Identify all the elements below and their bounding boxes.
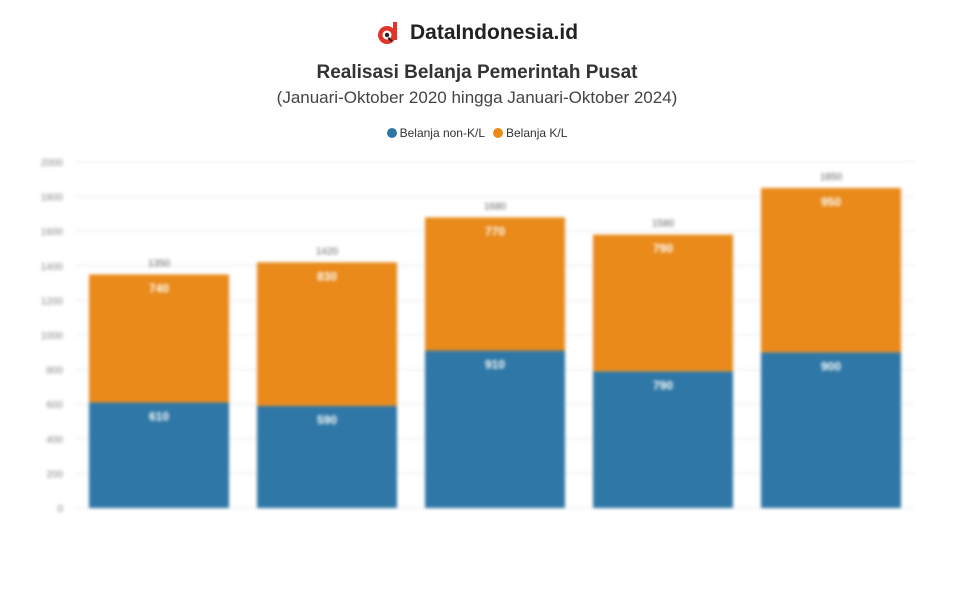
bar-value-label: 950 [821,195,841,209]
bar-total-label: 1580 [652,219,675,230]
bar-value-label: 900 [821,359,841,373]
bar-value-label: 790 [653,242,673,256]
bar-segment [425,217,565,351]
chart-title: Realisasi Belanja Pemerintah Pusat [316,62,638,83]
brand-header: DataIndonesia.id [0,20,954,46]
bar-total-label: 1420 [316,246,339,257]
bar-value-label: 740 [149,281,169,295]
bar-value-label: 610 [149,409,169,423]
legend-label-non-kl: Belanja non-K/L [399,126,485,140]
bar-segment [257,262,397,406]
y-tick-label: 1800 [41,193,64,204]
bar-value-label: 790 [653,378,673,392]
legend-item-kl[interactable]: Belanja K/L [493,126,567,140]
bar-total-label: 1680 [484,201,507,212]
chart-subtitle: (Januari-Oktober 2020 hingga Januari-Okt… [276,88,678,107]
y-tick-label: 800 [46,366,63,377]
y-tick-label: 2000 [41,158,64,169]
bar-segment [257,405,397,508]
legend-marker-kl [493,128,503,138]
bar-value-label: 830 [317,269,337,283]
y-tick-label: 1400 [41,262,64,273]
y-tick-label: 1200 [41,296,64,307]
bar-segment [425,350,565,508]
bar-segment [89,402,229,508]
y-tick-label: 200 [46,469,63,480]
bar-segment [761,187,901,353]
legend-marker-non-kl [386,128,397,138]
bar-segment [761,352,901,508]
bar-total-label: 1350 [148,258,171,269]
legend-label-kl: Belanja K/L [506,126,568,140]
bar-total-label: 1850 [820,172,843,183]
y-tick-label: 1600 [41,227,64,238]
dataindonesia-logo-icon [377,22,397,44]
y-tick-label: 400 [46,435,63,446]
y-tick-label: 600 [46,400,63,411]
bar-segment [593,371,733,508]
bar-value-label: 910 [485,358,505,372]
bar-segment [593,234,733,372]
bar-segment [89,274,229,403]
chart-legend: Belanja non-K/L Belanja K/L [0,126,954,140]
bar-value-label: 770 [485,224,505,238]
brand-name: DataIndonesia.id [409,21,579,44]
y-tick-label: 0 [57,504,63,515]
y-tick-label: 1000 [41,331,64,342]
legend-item-non-kl[interactable]: Belanja non-K/L [386,126,485,140]
bar-value-label: 590 [317,413,337,427]
chart-source-note [0,548,954,584]
